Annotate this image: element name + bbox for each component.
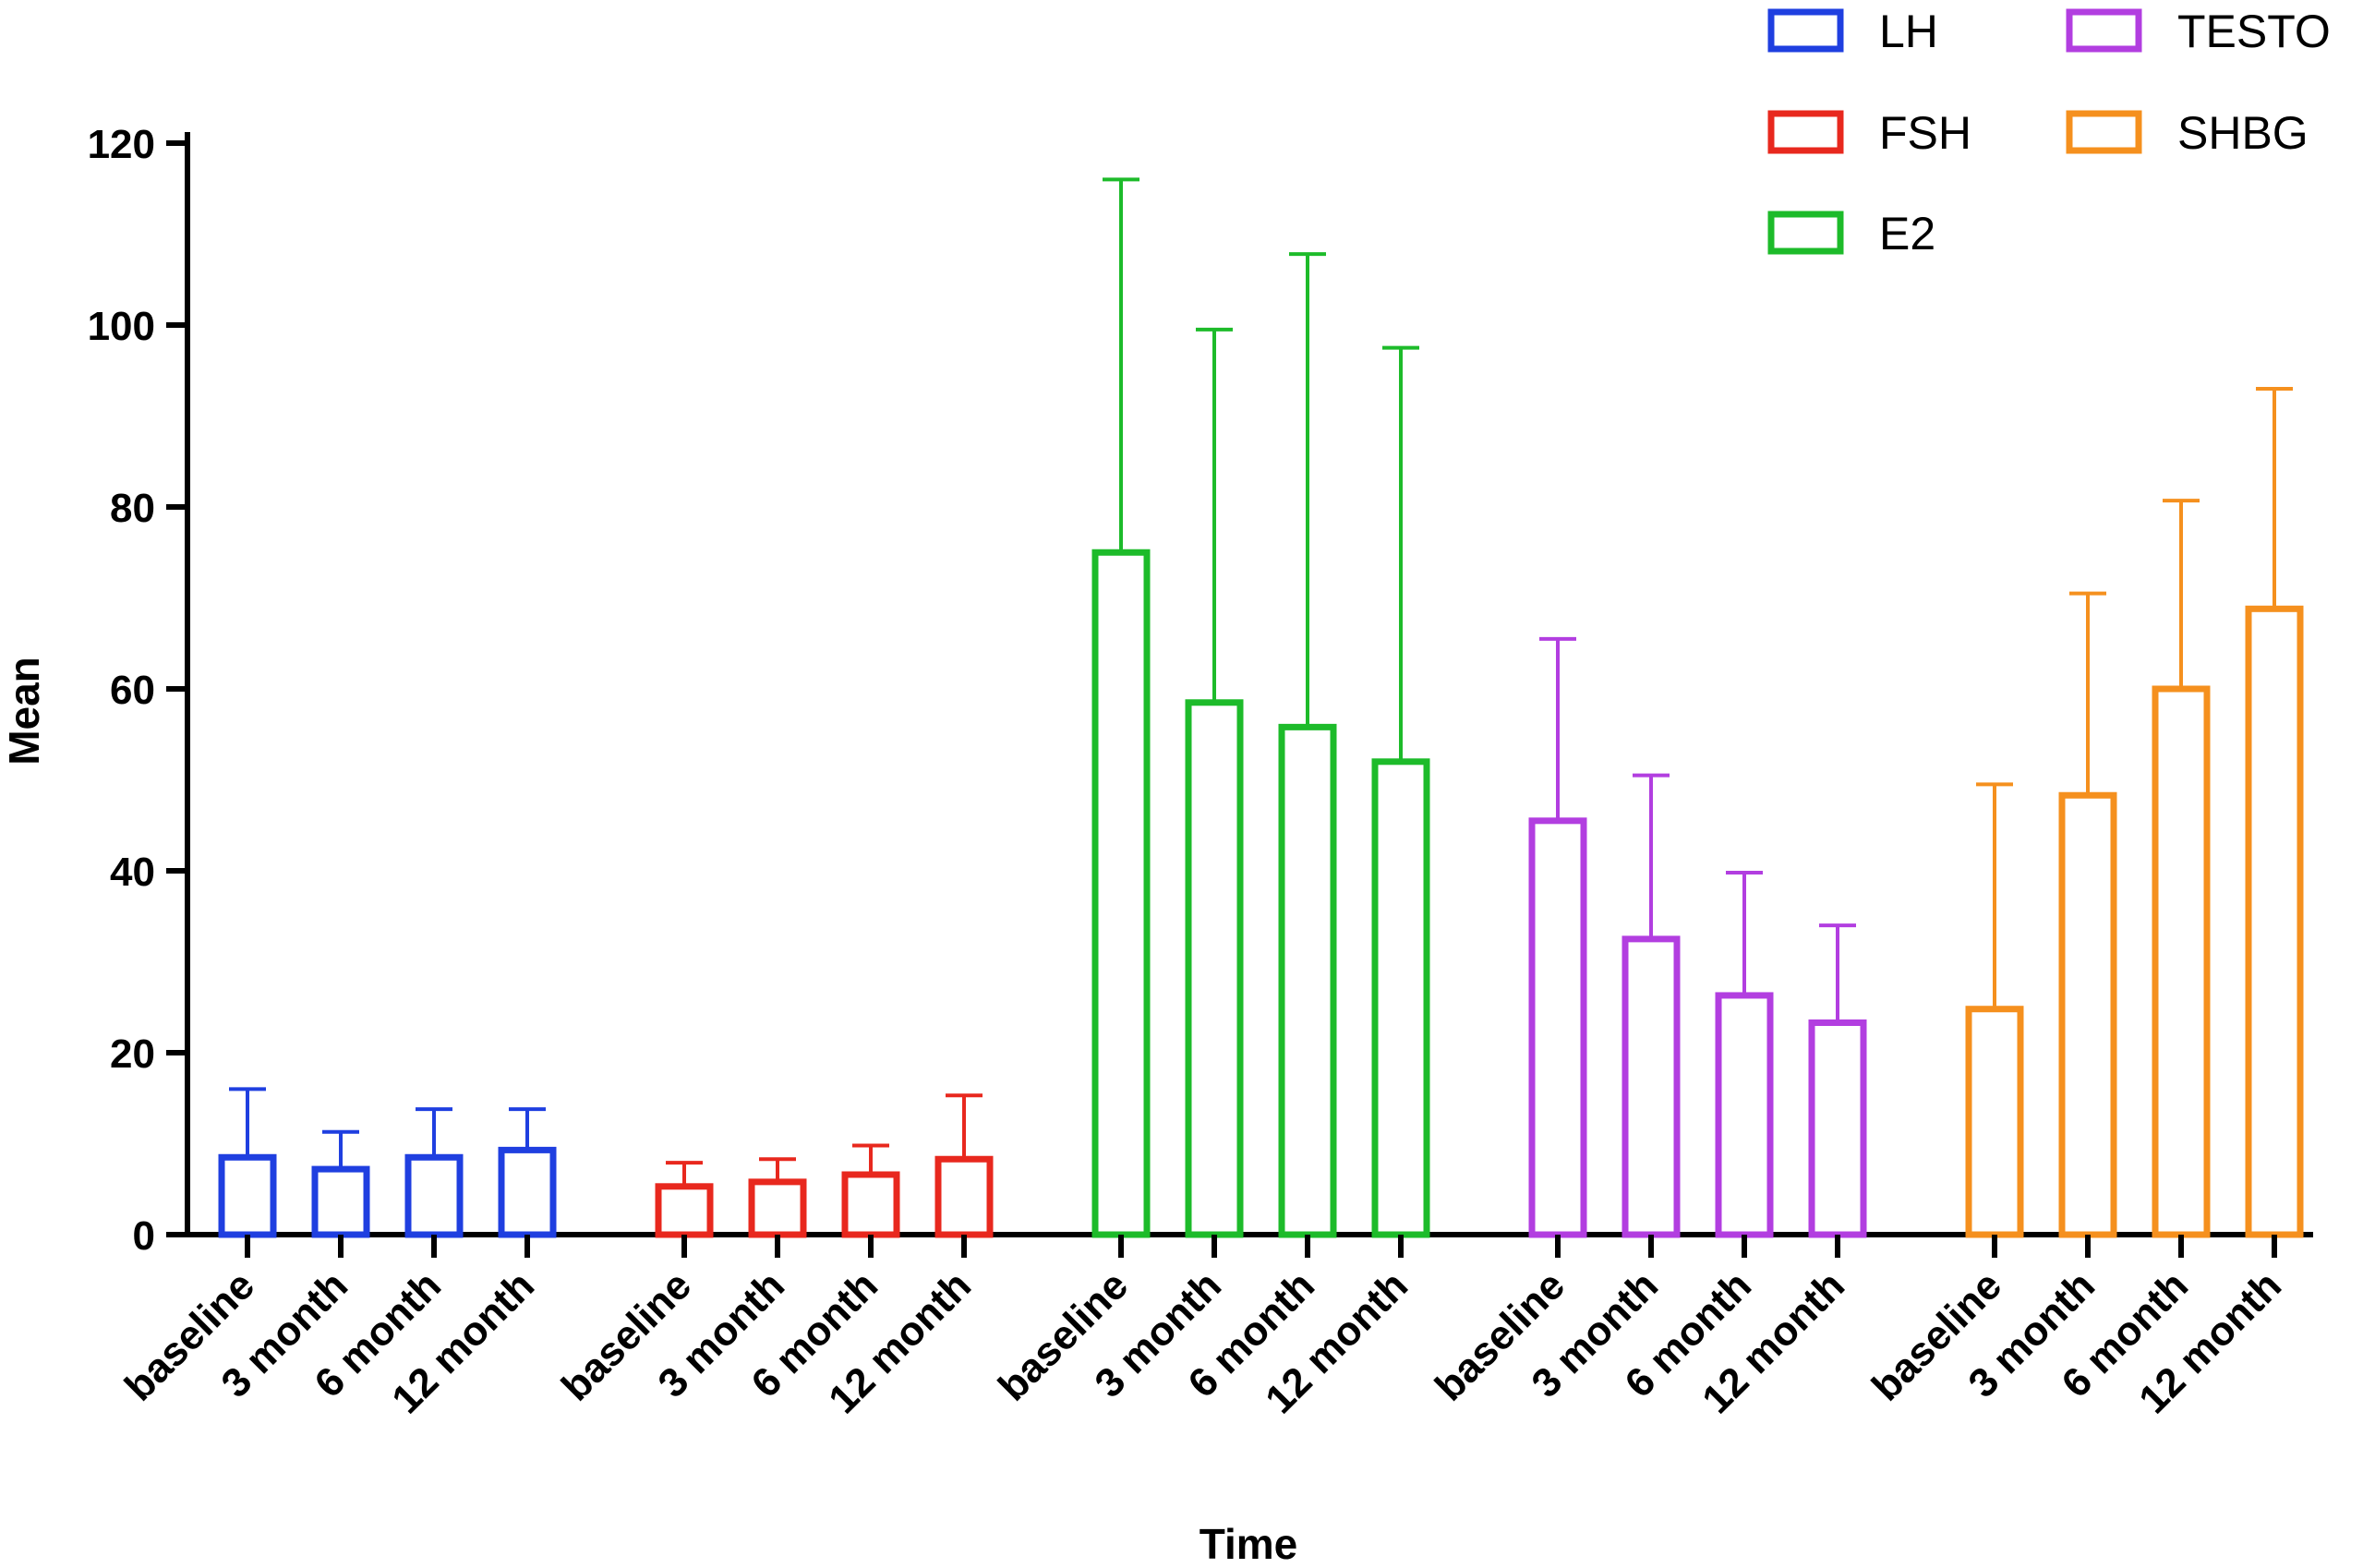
legend-label-fsh: FSH [1879,107,1971,159]
series-fsh [655,1093,994,1238]
bars [218,177,2304,1238]
legend: LH FSH E2 TESTO SHBG [1767,6,2331,259]
legend-label-testo: TESTO [2177,6,2331,57]
bar-e2-1 [1185,699,1244,1238]
bar-testo-3 [1808,1019,1867,1238]
series-lh [218,1087,557,1238]
bar-lh-2 [404,1153,464,1238]
bar-lh-1 [311,1165,370,1238]
y-tick-label: 80 [110,486,155,531]
legend-swatch-shbg [2066,110,2142,154]
bar-lh-3 [498,1146,557,1238]
y-axis-title: Mean [0,657,48,766]
bar-testo-0 [1528,817,1587,1238]
bar-lh-0 [218,1153,277,1238]
bar-testo-1 [1622,935,1681,1238]
legend-swatch-lh [1767,8,1844,53]
bar-shbg-0 [1965,1006,2024,1238]
y-tick-label: 60 [110,668,155,713]
y-ticks: 0 20 40 60 80 100 120 [88,122,187,1259]
bar-fsh-3 [934,1155,994,1238]
y-tick-label: 120 [88,122,155,167]
bar-shbg-2 [2152,685,2211,1238]
bar-testo-2 [1715,992,1774,1238]
legend-swatch-e2 [1767,211,1844,255]
bar-fsh-1 [748,1178,807,1238]
x-axis-title: Time [1200,1520,1298,1568]
bar-shbg-1 [2058,791,2117,1238]
bar-e2-2 [1278,723,1337,1238]
series-testo [1528,636,1867,1238]
bar-fsh-2 [841,1171,900,1238]
series-shbg [1965,386,2304,1238]
legend-label-lh: LH [1879,6,1938,57]
legend-label-e2: E2 [1879,208,1935,259]
legend-label-shbg: SHBG [2177,107,2309,159]
bar-e2-0 [1091,549,1151,1238]
legend-swatch-testo [2066,8,2142,53]
y-tick-label: 40 [110,850,155,895]
y-tick-label: 100 [88,304,155,349]
bar-shbg-3 [2245,605,2304,1238]
y-tick-label: 0 [133,1213,155,1259]
bar-e2-3 [1371,758,1430,1238]
series-e2 [1091,177,1430,1238]
legend-swatch-fsh [1767,110,1844,154]
y-tick-label: 20 [110,1031,155,1077]
bar-fsh-0 [655,1183,714,1238]
